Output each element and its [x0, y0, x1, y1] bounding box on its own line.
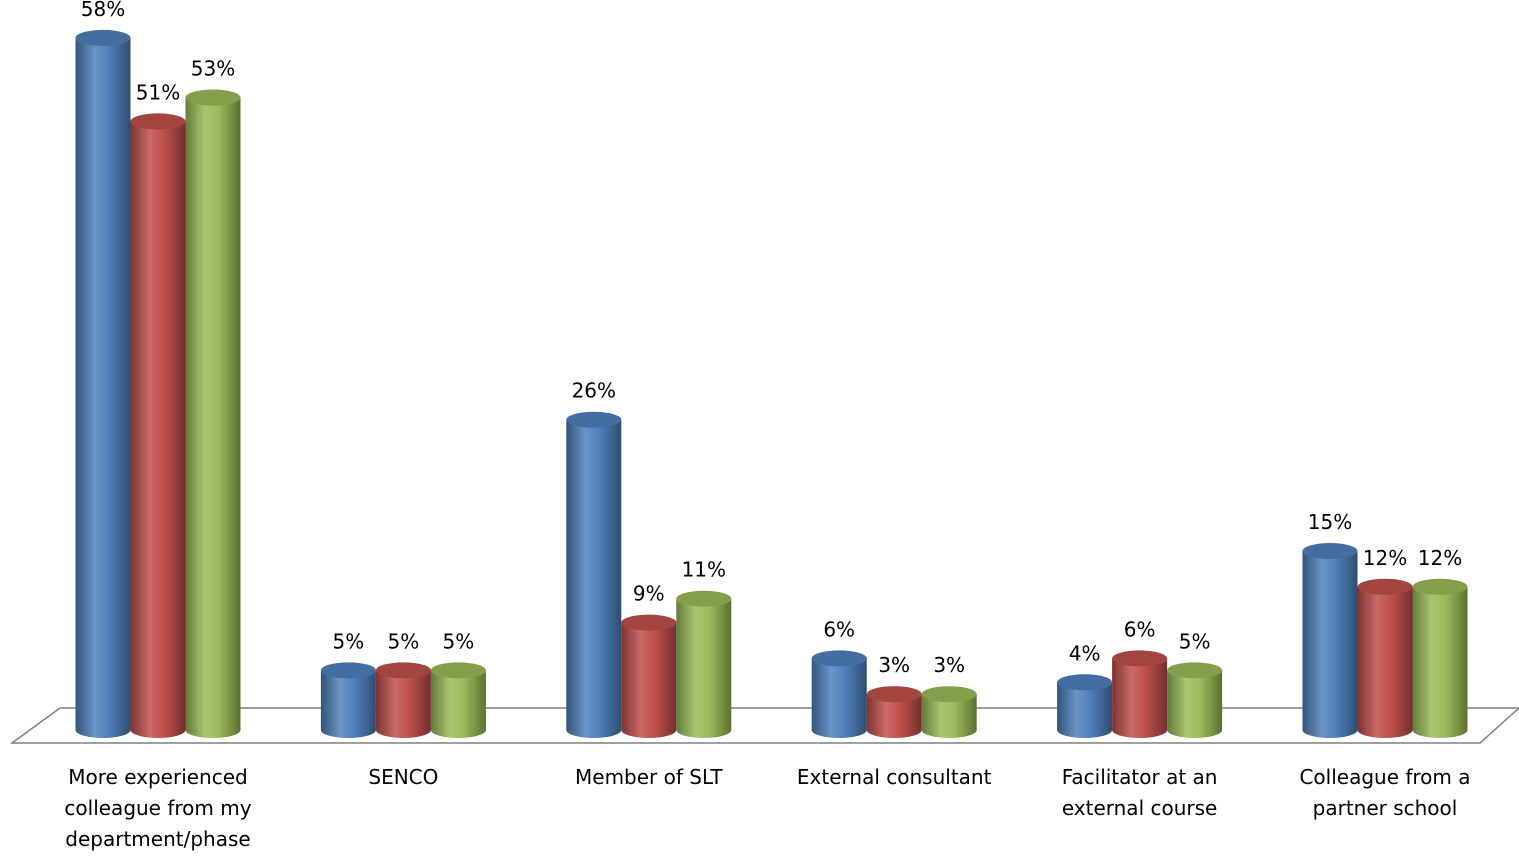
data-label: 26%	[572, 379, 616, 403]
cylinder-top	[1302, 543, 1358, 559]
cylinder-body	[375, 670, 431, 730]
cylinder-top	[1112, 650, 1168, 667]
cylinder-body	[1357, 586, 1413, 730]
data-label: 15%	[1308, 510, 1352, 534]
x-tick-label: Colleague from a partner school	[1299, 765, 1471, 820]
cylinder-top	[1357, 578, 1413, 595]
data-label: 5%	[333, 629, 365, 653]
cylinder-bar	[320, 662, 376, 738]
x-tick-label: Facilitator at an external course	[1061, 765, 1218, 820]
cylinder-top	[185, 89, 241, 106]
cylinder-body	[811, 658, 867, 730]
cylinder-bar	[1357, 578, 1413, 738]
x-tick-label: Member of SLT	[575, 765, 723, 789]
data-label: 3%	[878, 653, 910, 677]
cylinder-body	[430, 670, 486, 730]
cylinder-top	[866, 686, 922, 703]
cylinder-body	[1302, 551, 1358, 730]
cylinder-bar	[1167, 662, 1223, 738]
cylinder-top	[566, 411, 622, 428]
data-label: 11%	[682, 558, 726, 582]
cylinder-bar	[375, 662, 431, 738]
cylinder-top	[1057, 674, 1113, 691]
cylinder-bar	[1057, 674, 1113, 738]
cylinder-bar	[75, 29, 131, 738]
x-tick-label: More experienced colleague from my depar…	[64, 765, 252, 851]
data-label: 5%	[443, 629, 475, 653]
x-tick-label: External consultant	[796, 765, 992, 789]
data-label: 6%	[823, 617, 855, 641]
data-label: 6%	[1124, 617, 1156, 641]
x-tick-label: SENCO	[368, 765, 439, 789]
cylinder-top	[375, 662, 431, 679]
cylinder-bar	[1412, 578, 1468, 738]
cylinder-bar	[811, 650, 867, 738]
floor	[9, 707, 1519, 744]
cylinder-bar	[185, 89, 241, 738]
cylinder-body	[75, 37, 131, 731]
cylinder-body	[566, 419, 622, 730]
data-label: 58%	[81, 0, 125, 21]
cylinder-top	[320, 662, 376, 679]
cylinder-bar	[1302, 543, 1358, 738]
cylinder-body	[621, 622, 677, 730]
data-label: 51%	[136, 80, 180, 104]
cylinder-bar	[430, 662, 486, 738]
cylinder-bar	[566, 411, 622, 738]
cylinder-top	[621, 614, 677, 631]
data-label: 53%	[191, 57, 235, 81]
cylinder-bar	[621, 614, 677, 738]
cylinder-bar	[676, 590, 732, 738]
cylinder-top	[430, 662, 486, 679]
cylinder-body	[1112, 658, 1168, 730]
cylinder-bar	[921, 686, 977, 738]
cylinder-body	[1412, 586, 1468, 730]
cylinder-bar	[1112, 650, 1168, 738]
data-label: 9%	[633, 582, 665, 606]
cylinder-body	[320, 670, 376, 730]
cylinder-body	[185, 97, 241, 731]
cylinder-body	[1167, 670, 1223, 730]
data-label: 3%	[933, 653, 965, 677]
data-label: 12%	[1418, 546, 1462, 570]
cylinder-body	[130, 121, 186, 730]
data-label: 5%	[388, 629, 420, 653]
data-label: 4%	[1069, 641, 1101, 665]
cylinder-top	[1412, 578, 1468, 595]
cylinder-top	[921, 686, 977, 703]
cylinder-top	[811, 650, 867, 667]
cylinder-top	[1167, 662, 1223, 679]
cylinder-top	[676, 590, 732, 607]
data-label: 12%	[1363, 546, 1407, 570]
cylinder-top	[130, 113, 186, 130]
cylinder-bar	[130, 113, 186, 738]
data-label: 5%	[1179, 629, 1211, 653]
cylinder-bar	[866, 686, 922, 738]
cylinder-top	[75, 29, 131, 46]
cylinder-body	[676, 598, 732, 730]
